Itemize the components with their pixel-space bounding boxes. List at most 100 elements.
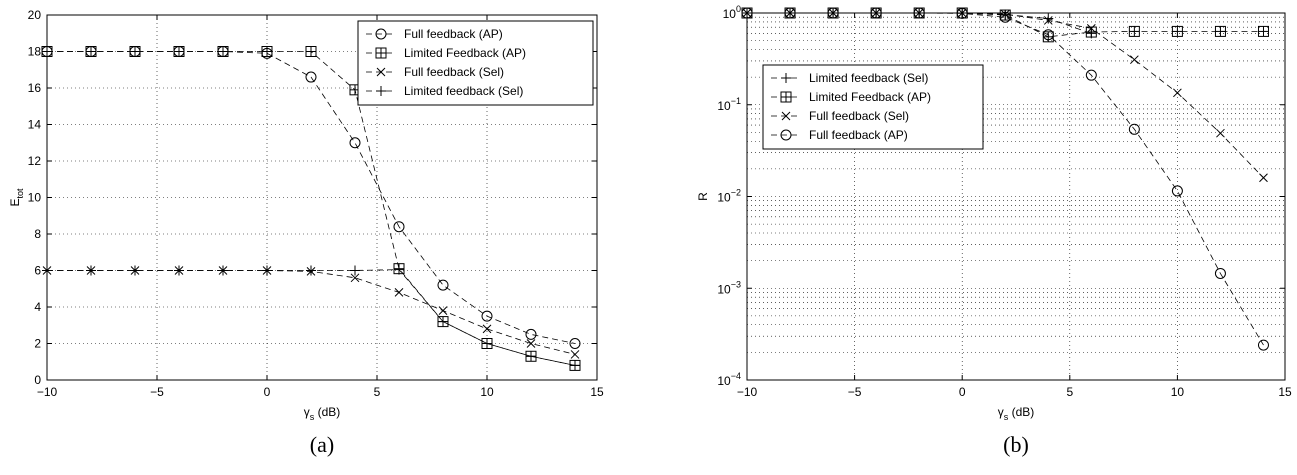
chart-a: −10 −5 0 5 10 15 0 2 4 6 8 10 12 14 16 18 20 γs (dB) Etot F… <box>8 8 604 457</box>
series-line <box>747 12 1264 346</box>
legend-label: Full feedback (AP) <box>809 128 908 142</box>
data-point <box>261 46 273 57</box>
legend-label: Limited feedback (Sel) <box>809 71 928 85</box>
data-point <box>827 7 839 19</box>
legend-marker <box>376 86 386 96</box>
y-tick-label: 12 <box>28 154 42 168</box>
data-point <box>1128 123 1140 135</box>
data-point <box>1171 25 1183 37</box>
legend-label: Limited Feedback (AP) <box>809 90 931 104</box>
data-point <box>784 7 796 19</box>
x-tick-label: 15 <box>590 385 604 399</box>
x-tick-label: 5 <box>374 385 381 399</box>
y-tick-label: 0 <box>34 373 41 387</box>
data-point <box>482 324 492 334</box>
legend: Full feedback (AP) Limited Feedback (AP) F… <box>357 20 594 106</box>
x-tick-label: 10 <box>1171 385 1185 399</box>
data-point <box>350 265 360 276</box>
y-tick-label: 18 <box>28 45 42 59</box>
data-point <box>438 306 448 316</box>
x-axis-label: γs (dB) <box>998 405 1035 422</box>
y-tick-label: 20 <box>28 8 42 22</box>
data-point <box>173 46 185 57</box>
data-point <box>1257 339 1269 351</box>
data-point <box>437 279 449 291</box>
legend-marker <box>781 73 791 83</box>
data-point <box>1214 267 1226 279</box>
data-point <box>1130 55 1139 65</box>
caption: (b) <box>1003 432 1029 457</box>
y-tick-label: 10−4 <box>717 371 741 388</box>
data-point <box>481 310 493 322</box>
data-point <box>1216 128 1225 138</box>
data-point <box>393 221 405 233</box>
y-tick-label: 4 <box>34 300 41 314</box>
x-tick-label: −5 <box>848 385 862 399</box>
data-point <box>741 7 753 19</box>
legend-label: Full feedback (AP) <box>404 27 503 41</box>
data-point <box>870 7 882 19</box>
data-point <box>1171 185 1183 197</box>
legend-item: Full feedback (AP) <box>771 128 908 142</box>
data-point <box>569 338 581 349</box>
x-tick-label: −5 <box>150 385 164 399</box>
chart-b: −10 −5 0 5 10 15 10−4 10−3 10−2 10−1 100 γs (dB) R Li… <box>696 4 1292 457</box>
series-circle <box>741 7 1269 351</box>
data-point <box>305 46 317 57</box>
data-point <box>1259 173 1268 183</box>
series-line <box>47 51 576 344</box>
y-axis-label: Etot <box>8 188 25 207</box>
y-tick-label: 16 <box>28 81 42 95</box>
data-point <box>262 265 272 276</box>
legend-marker <box>781 111 791 121</box>
legend-label: Full feedback (Sel) <box>809 109 909 123</box>
data-point <box>394 288 404 297</box>
y-tick-label: 6 <box>34 264 41 278</box>
data-point <box>305 71 317 83</box>
legend-item: Limited feedback (Sel) <box>366 84 523 98</box>
x-tick-label: 0 <box>959 385 966 399</box>
legend-item: Limited Feedback (AP) <box>771 90 931 104</box>
data-point <box>1043 13 1054 24</box>
data-point <box>999 11 1011 23</box>
y-tick-label: 10−3 <box>717 279 741 296</box>
data-point <box>828 8 838 18</box>
data-point <box>217 46 229 57</box>
data-point <box>350 273 360 283</box>
legend-item: Limited feedback (Sel) <box>771 71 928 85</box>
data-point <box>956 7 968 19</box>
data-point <box>1128 25 1140 37</box>
x-tick-label: −10 <box>737 385 758 399</box>
legend-item: Full feedback (Sel) <box>366 65 504 79</box>
legend-marker <box>375 47 387 59</box>
y-tick-label: 10−2 <box>717 188 741 205</box>
y-tick-label: 8 <box>34 227 41 241</box>
y-tick-label: 10−1 <box>717 96 741 113</box>
data-point <box>41 46 53 57</box>
legend-item: Full feedback (Sel) <box>771 109 909 123</box>
caption: (a) <box>310 432 334 457</box>
ticks: −10 −5 0 5 10 15 0 2 4 6 8 10 12 14 16 18 20 <box>28 8 604 399</box>
legend-label: Full feedback (Sel) <box>404 65 504 79</box>
data-point <box>129 46 141 57</box>
legend-item: Limited Feedback (AP) <box>366 46 526 60</box>
x-tick-label: 0 <box>264 385 271 399</box>
y-tick-label: 14 <box>28 118 42 132</box>
x-tick-label: 15 <box>1278 385 1292 399</box>
data-point <box>85 46 97 57</box>
data-point <box>1173 88 1182 98</box>
x-tick-label: 5 <box>1066 385 1073 399</box>
data-point <box>218 265 228 276</box>
legend-item: Full feedback (AP) <box>366 27 503 41</box>
legend-box <box>762 64 984 150</box>
data-point <box>130 265 140 276</box>
series-line <box>47 270 576 355</box>
x-axis-label: γs (dB) <box>304 405 341 422</box>
data-point <box>42 265 52 276</box>
data-point <box>1043 16 1053 25</box>
x-tick-label: 10 <box>480 385 494 399</box>
data-point <box>438 316 448 327</box>
data-point <box>482 338 492 349</box>
y-tick-label: 10 <box>28 191 42 205</box>
